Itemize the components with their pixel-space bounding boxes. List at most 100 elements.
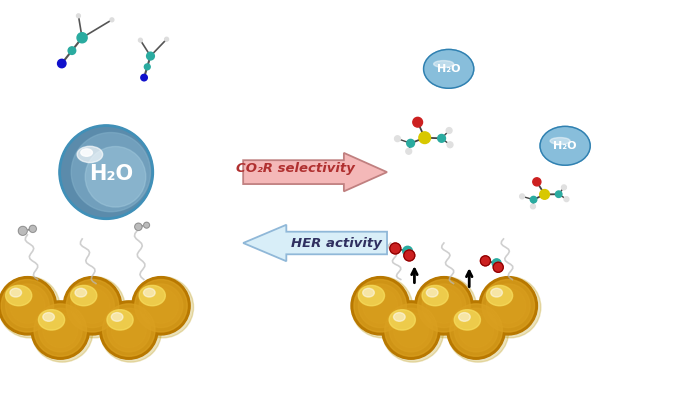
Ellipse shape — [135, 223, 142, 230]
Ellipse shape — [38, 308, 82, 352]
Ellipse shape — [358, 286, 384, 306]
Ellipse shape — [135, 279, 187, 332]
Ellipse shape — [103, 304, 155, 356]
Ellipse shape — [354, 279, 406, 332]
Ellipse shape — [1, 279, 53, 332]
Ellipse shape — [533, 178, 541, 186]
Ellipse shape — [486, 286, 512, 306]
Ellipse shape — [482, 279, 534, 332]
Ellipse shape — [362, 288, 398, 323]
Ellipse shape — [38, 310, 64, 330]
Ellipse shape — [351, 277, 413, 338]
Ellipse shape — [490, 288, 526, 323]
Ellipse shape — [406, 148, 412, 154]
Ellipse shape — [107, 310, 133, 330]
Ellipse shape — [413, 117, 423, 127]
Ellipse shape — [60, 126, 153, 219]
Ellipse shape — [556, 191, 562, 198]
Ellipse shape — [389, 310, 415, 330]
Ellipse shape — [10, 288, 21, 297]
Ellipse shape — [418, 279, 470, 332]
Ellipse shape — [531, 204, 536, 209]
Ellipse shape — [111, 313, 123, 321]
Ellipse shape — [10, 288, 45, 323]
Text: H₂O: H₂O — [89, 164, 133, 184]
Text: HER activity: HER activity — [291, 237, 382, 249]
Ellipse shape — [0, 277, 57, 335]
Polygon shape — [243, 153, 387, 192]
Ellipse shape — [426, 288, 438, 297]
Ellipse shape — [530, 196, 537, 203]
Ellipse shape — [393, 313, 429, 347]
Text: CO₂R selectivity: CO₂R selectivity — [236, 162, 355, 175]
Ellipse shape — [145, 64, 150, 70]
Text: H₂O: H₂O — [553, 141, 577, 151]
Ellipse shape — [520, 194, 525, 199]
Text: H₂O: H₂O — [437, 64, 460, 74]
Ellipse shape — [447, 142, 453, 148]
Ellipse shape — [143, 288, 155, 297]
Ellipse shape — [71, 284, 114, 328]
Ellipse shape — [18, 226, 27, 235]
Ellipse shape — [351, 277, 410, 335]
Ellipse shape — [138, 38, 142, 42]
Ellipse shape — [407, 139, 414, 147]
Ellipse shape — [64, 277, 125, 338]
Ellipse shape — [426, 288, 462, 323]
Ellipse shape — [77, 14, 80, 18]
Ellipse shape — [358, 284, 402, 328]
Ellipse shape — [415, 277, 477, 338]
Ellipse shape — [550, 138, 570, 144]
Ellipse shape — [58, 59, 66, 68]
Ellipse shape — [42, 313, 54, 321]
Ellipse shape — [540, 126, 590, 165]
Ellipse shape — [81, 149, 92, 156]
Ellipse shape — [77, 146, 103, 162]
Ellipse shape — [450, 304, 502, 356]
Ellipse shape — [5, 284, 49, 328]
Ellipse shape — [393, 313, 405, 321]
Ellipse shape — [438, 134, 445, 142]
Ellipse shape — [480, 256, 490, 266]
Ellipse shape — [454, 308, 498, 352]
Ellipse shape — [540, 190, 549, 199]
Ellipse shape — [562, 185, 566, 190]
Ellipse shape — [34, 304, 86, 356]
Ellipse shape — [458, 313, 470, 321]
Ellipse shape — [68, 47, 76, 54]
Ellipse shape — [403, 246, 412, 256]
Ellipse shape — [434, 61, 453, 67]
Ellipse shape — [490, 288, 502, 297]
Ellipse shape — [75, 288, 110, 323]
Ellipse shape — [141, 75, 147, 81]
Ellipse shape — [389, 308, 433, 352]
Ellipse shape — [479, 277, 538, 335]
Ellipse shape — [132, 277, 190, 335]
Ellipse shape — [422, 284, 466, 328]
Ellipse shape — [100, 301, 162, 362]
Ellipse shape — [77, 33, 87, 43]
Ellipse shape — [479, 277, 541, 338]
Ellipse shape — [390, 243, 401, 254]
Ellipse shape — [446, 128, 452, 133]
Ellipse shape — [107, 308, 151, 352]
Ellipse shape — [385, 304, 437, 356]
Ellipse shape — [564, 197, 569, 202]
Ellipse shape — [29, 225, 36, 232]
Ellipse shape — [147, 52, 154, 60]
Ellipse shape — [493, 259, 501, 268]
Ellipse shape — [447, 301, 509, 362]
Ellipse shape — [423, 49, 474, 88]
Ellipse shape — [42, 313, 78, 347]
Ellipse shape — [31, 301, 90, 359]
Ellipse shape — [71, 132, 151, 212]
Ellipse shape — [458, 313, 494, 347]
Ellipse shape — [60, 126, 153, 219]
Ellipse shape — [5, 286, 32, 306]
Ellipse shape — [422, 286, 448, 306]
Ellipse shape — [143, 288, 179, 323]
Ellipse shape — [85, 147, 146, 207]
Ellipse shape — [382, 301, 440, 359]
Ellipse shape — [32, 301, 93, 362]
Ellipse shape — [164, 37, 169, 41]
